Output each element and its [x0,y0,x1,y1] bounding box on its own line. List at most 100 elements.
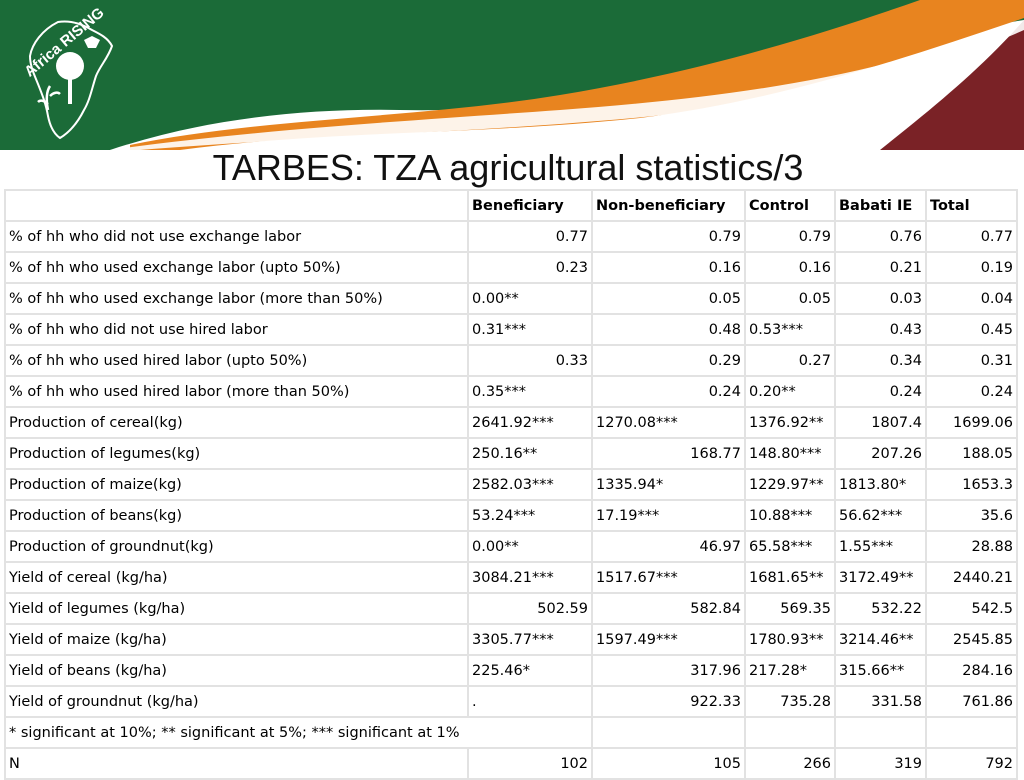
table-row: Production of maize(kg) 2582.03*** 1335.94… [4,468,1018,501]
table-cell: 0.24 [591,375,746,408]
table-cell: 0.53*** [744,313,836,346]
maroon-wedge [880,20,1024,150]
table-cell: 0.19 [925,251,1018,284]
white-curve [110,20,1024,150]
table-cell: 17.19*** [591,499,746,532]
table-row: % of hh who used hired labor (upto 50%) 0… [4,344,1018,377]
table-cell: 761.86 [925,685,1018,718]
table-cell: 2641.92*** [467,406,593,439]
header-cell: Beneficiary [467,189,593,222]
table-row: % of hh who used exchange labor (more th… [4,282,1018,315]
footnote-text: * significant at 10%; ** significant at … [4,716,593,749]
table-cell: Production of cereal(kg) [4,406,469,439]
sample-size-row: N 102 105 266 319 792 [4,747,1018,780]
empty-cell [744,716,836,749]
table-cell: 0.03 [834,282,927,315]
table-cell: 922.33 [591,685,746,718]
table-cell: N [4,747,469,780]
empty-cell [925,716,1018,749]
table-cell: Production of beans(kg) [4,499,469,532]
table-cell: 250.16** [467,437,593,470]
table-cell: Production of groundnut(kg) [4,530,469,563]
table-cell: % of hh who used exchange labor (upto 50… [4,251,469,284]
table-row: Production of beans(kg) 53.24*** 17.19*** 1… [4,499,1018,532]
table-cell: 3214.46** [834,623,927,656]
slide-title: TARBES: TZA agricultural statistics/3 [212,147,804,188]
table-cell: 1.55*** [834,530,927,563]
table-cell: 0.04 [925,282,1018,315]
table-cell: 0.35*** [467,375,593,408]
table-cell: 3172.49** [834,561,927,594]
table-cell: 0.05 [591,282,746,315]
table-cell: 1681.65** [744,561,836,594]
table-cell: Yield of maize (kg/ha) [4,623,469,656]
table-cell: 0.31*** [467,313,593,346]
table-row: Yield of groundnut (kg/ha). 922.33 735.28 3… [4,685,1018,718]
table-cell: Yield of cereal (kg/ha) [4,561,469,594]
table-row: Production of legumes(kg) 250.16** 168.77 1… [4,437,1018,470]
table-cell: 3305.77*** [467,623,593,656]
table-cell: 225.46* [467,654,593,687]
table-cell: 0.00** [467,530,593,563]
table-header-row: Beneficiary Non-beneficiary Control Baba… [4,189,1018,222]
table-cell: % of hh who used hired labor (upto 50%) [4,344,469,377]
table-cell: Yield of groundnut (kg/ha) [4,685,469,718]
table-row: Production of cereal(kg) 2641.92*** 1270.0… [4,406,1018,439]
header-cell: Total [925,189,1018,222]
table-cell: Production of legumes(kg) [4,437,469,470]
table-cell: 0.77 [467,220,593,253]
table-cell: 168.77 [591,437,746,470]
table-cell: % of hh who used exchange labor (more th… [4,282,469,315]
logo-sprout [37,85,61,111]
table-cell: 10.88*** [744,499,836,532]
table-cell: 0.16 [744,251,836,284]
table-cell: 0.21 [834,251,927,284]
header-cell [4,189,469,222]
empty-cell [591,716,746,749]
table-cell: 266 [744,747,836,780]
table-cell: Yield of legumes (kg/ha) [4,592,469,625]
table-cell: 0.79 [591,220,746,253]
logo-map-outline [28,20,114,140]
statistics-table: Beneficiary Non-beneficiary Control Baba… [4,189,1018,780]
table-cell: 0.79 [744,220,836,253]
table-cell: 569.35 [744,592,836,625]
table-cell: 0.43 [834,313,927,346]
table-cell: 105 [591,747,746,780]
table-cell: 28.88 [925,530,1018,563]
footnote-row: * significant at 10%; ** significant at … [4,716,1018,749]
table-cell: 207.26 [834,437,927,470]
table-cell: 148.80*** [744,437,836,470]
table-cell: 0.23 [467,251,593,284]
table-cell: % of hh who did not use hired labor [4,313,469,346]
header-cell: Babati IE [834,189,927,222]
table-row: % of hh who used hired labor (more than … [4,375,1018,408]
table-cell: 315.66** [834,654,927,687]
africa-rising-logo: Africa RISING [21,4,114,140]
table-cell: 2545.85 [925,623,1018,656]
table-cell: 1807.4 [834,406,927,439]
table-cell: 0.34 [834,344,927,377]
table-cell: 102 [467,747,593,780]
table-cell: 65.58*** [744,530,836,563]
table-cell: 1780.93** [744,623,836,656]
table-cell: 2582.03*** [467,468,593,501]
table-cell: % of hh who used hired labor (more than … [4,375,469,408]
table-cell: 1229.97** [744,468,836,501]
table-cell: 284.16 [925,654,1018,687]
table-cell: 582.84 [591,592,746,625]
table-cell: 0.16 [591,251,746,284]
table-cell: 0.05 [744,282,836,315]
table-cell: 35.6 [925,499,1018,532]
table-cell: 1376.92** [744,406,836,439]
table-row: Production of groundnut(kg) 0.00** 46.97 65… [4,530,1018,563]
table-cell: 1597.49*** [591,623,746,656]
table-cell: 2440.21 [925,561,1018,594]
table-cell: 0.33 [467,344,593,377]
header-cell: Control [744,189,836,222]
table-cell: 1653.3 [925,468,1018,501]
table-cell: 0.31 [925,344,1018,377]
table-cell: Yield of beans (kg/ha) [4,654,469,687]
green-band [0,0,1024,150]
table-cell: 0.00** [467,282,593,315]
